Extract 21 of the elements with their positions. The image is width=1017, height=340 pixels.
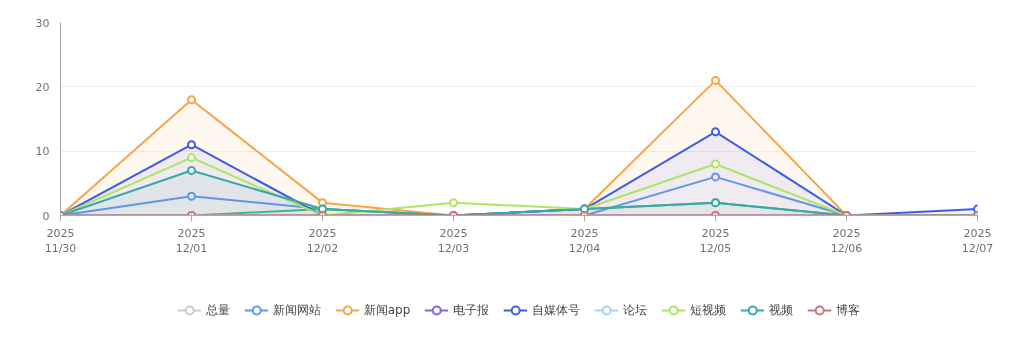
y-tick-label: 20	[35, 80, 50, 94]
legend-label: 论坛	[623, 301, 648, 319]
legend-label: 新闻网站	[272, 301, 321, 319]
y-tick-label: 10	[35, 145, 50, 159]
y-tick-label: 0	[42, 209, 50, 223]
x-tick-label: 2025 12/03	[437, 226, 470, 256]
legend-label: 自媒体号	[532, 301, 581, 319]
legend-label: 新闻app	[363, 301, 411, 319]
legend-label: 视频	[769, 301, 794, 319]
y-tick-label: 30	[35, 16, 50, 30]
x-tick-label: 2025 12/04	[568, 226, 601, 256]
x-tick-label: 2025 12/01	[175, 226, 208, 256]
x-tick-label: 2025 11/30	[44, 226, 77, 256]
x-tick-label: 2025 12/07	[961, 226, 994, 256]
legend-label: 博客	[836, 301, 861, 319]
legend-label: 总量	[205, 301, 230, 319]
x-tick-label: 2025 12/05	[699, 226, 732, 256]
x-tick-label: 2025 12/06	[830, 226, 863, 256]
x-tick-label: 2025 12/02	[306, 226, 339, 256]
legend-label: 电子报	[453, 301, 490, 319]
legend-label: 短视频	[690, 301, 727, 319]
